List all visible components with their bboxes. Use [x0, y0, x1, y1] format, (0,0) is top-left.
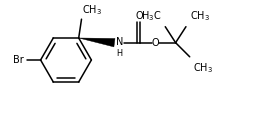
Text: CH$_3$: CH$_3$ — [82, 4, 103, 17]
Text: H: H — [116, 49, 123, 58]
Text: N: N — [116, 36, 124, 46]
Text: CH$_3$: CH$_3$ — [193, 61, 213, 75]
Text: O: O — [151, 37, 159, 47]
Text: Br: Br — [13, 55, 24, 65]
Polygon shape — [79, 39, 115, 47]
Text: CH$_3$: CH$_3$ — [190, 9, 210, 23]
Text: H$_3$C: H$_3$C — [141, 9, 162, 23]
Text: O: O — [135, 11, 143, 21]
